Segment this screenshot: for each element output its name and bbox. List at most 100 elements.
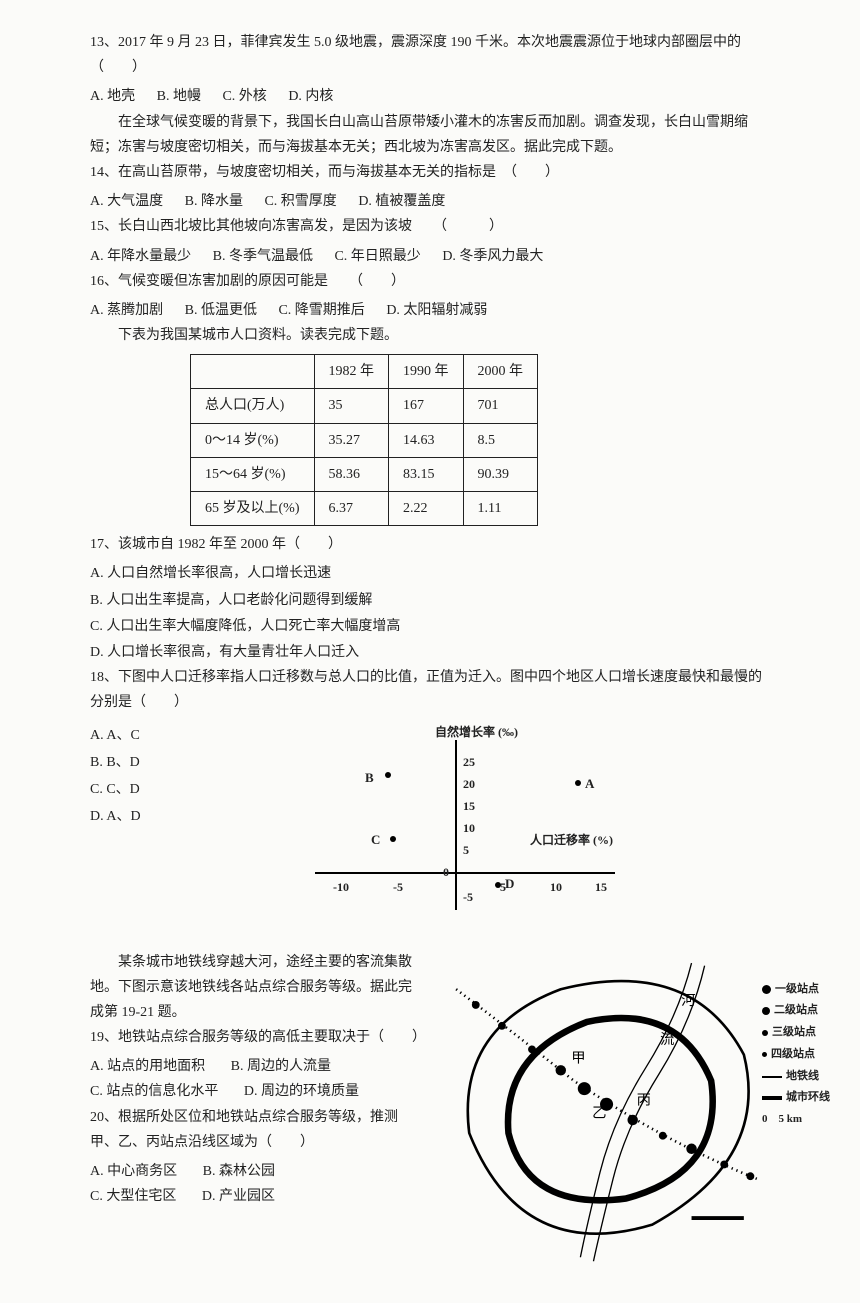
option-c: C. 降雪期推后 [278, 303, 364, 318]
ytick: 15 [463, 796, 475, 818]
cell: 0～14 岁(%) [191, 423, 315, 457]
cell: 14.63 [389, 423, 464, 457]
question-18: 18、下图中人口迁移率指人口迁移数与总人口的比值，正值为迁入。图中四个地区人口增… [90, 665, 770, 715]
q17-text: 17、该城市自 1982 年至 2000 年（ ） [90, 537, 342, 552]
th [191, 355, 315, 389]
option-d: D. 人口增长率很高，有大量青壮年人口迁入 [90, 640, 770, 665]
question-19: 19、地铁站点综合服务等级的高低主要取决于（ ） [90, 1025, 420, 1050]
cell: 58.36 [314, 457, 389, 491]
options-17: A. 人口自然增长率很高，人口增长迅速 B. 人口出生率提高，人口老龄化问题得到… [90, 561, 770, 665]
table-row: 0～14 岁(%) 35.27 14.63 8.5 [191, 423, 538, 457]
legend-3: 三级站点 [772, 1023, 816, 1043]
point-b-label: B [365, 766, 374, 789]
cell: 15～64 岁(%) [191, 457, 315, 491]
ytick: 5 [463, 840, 469, 862]
question-15: 15、长白山西北坡比其他坡向冻害高发，是因为该坡 （ ） [90, 214, 770, 239]
question-17: 17、该城市自 1982 年至 2000 年（ ） [90, 532, 770, 557]
cell: 1.11 [463, 492, 538, 526]
option-d: D. 周边的环境质量 [244, 1079, 359, 1104]
q15-text: 15、长白山西北坡比其他坡向冻害高发，是因为该坡 （ ） [90, 219, 503, 234]
option-c: C. 外核 [222, 89, 266, 104]
svg-text:丙: 丙 [637, 1092, 651, 1108]
th: 2000 年 [463, 355, 538, 389]
table-row: 总人口(万人) 35 167 701 [191, 389, 538, 423]
option-a: A. 站点的用地面积 [90, 1054, 205, 1079]
legend-6: 城市环线 [786, 1088, 830, 1108]
option-a: A. 大气温度 [90, 194, 163, 209]
option-b: B. B、D [90, 750, 145, 775]
cell: 83.15 [389, 457, 464, 491]
option-a: A. 中心商务区 [90, 1159, 177, 1184]
xtick: 10 [550, 877, 562, 899]
xtick: 15 [595, 877, 607, 899]
point-c-label: C [371, 828, 380, 851]
legend-4: 四级站点 [771, 1045, 815, 1065]
legend-7: 0 5 km [762, 1110, 802, 1130]
option-c: C. 积雪厚度 [264, 194, 336, 209]
ytick: 20 [463, 774, 475, 796]
cell: 35.27 [314, 423, 389, 457]
cell: 总人口(万人) [191, 389, 315, 423]
option-c: C. 年日照最少 [334, 249, 420, 264]
option-b: B. 降水量 [185, 194, 243, 209]
option-d: D. 内核 [288, 89, 333, 104]
legend-1: 一级站点 [775, 980, 819, 1000]
option-d: D. 植被覆盖度 [358, 194, 445, 209]
cell: 2.22 [389, 492, 464, 526]
scatter-chart: 自然增长率 (‰) 人口迁移率 (%) 25 20 15 10 5 0 -5 -… [305, 722, 645, 932]
cell: 167 [389, 389, 464, 423]
cell: 65 岁及以上(%) [191, 492, 315, 526]
option-c: C. 大型住宅区 [90, 1184, 176, 1209]
options-16: A. 蒸腾加剧 B. 低温更低 C. 降雪期推后 D. 太阳辐射减弱 [90, 298, 770, 323]
option-a: A. 人口自然增长率很高，人口增长迅速 [90, 561, 770, 586]
point-d-label: D [505, 872, 514, 895]
table-row: 65 岁及以上(%) 6.37 2.22 1.11 [191, 492, 538, 526]
svg-text:甲: 甲 [571, 1050, 585, 1066]
q14-text: 14、在高山苔原带，与坡度密切相关，而与海拔基本无关的指标是 （ ） [90, 165, 559, 180]
chart-y-title: 自然增长率 (‰) [435, 722, 518, 744]
option-c: C. 站点的信息化水平 [90, 1079, 218, 1104]
options-15: A. 年降水量最少 B. 冬季气温最低 C. 年日照最少 D. 冬季风力最大 [90, 244, 770, 269]
option-d: D. 冬季风力最大 [442, 249, 543, 264]
map-legend: 一级站点 二级站点 三级站点 四级站点 地铁线 城市环线 0 5 km [762, 980, 830, 1133]
metro-map: 甲 乙 丙 河 流 一级站点 二级站点 三级站点 四级站点 地铁线 城市环线 0… [430, 950, 770, 1273]
option-b: B. 森林公园 [203, 1159, 275, 1184]
option-d: D. 产业园区 [202, 1184, 275, 1209]
point-a [575, 780, 581, 786]
option-a: A. A、C [90, 723, 145, 748]
passage-1: 在全球气候变暖的背景下，我国长白山高山苔原带矮小灌木的冻害反而加剧。调查发现，长… [90, 110, 770, 160]
xtick: -10 [333, 877, 349, 899]
options-14: A. 大气温度 B. 降水量 C. 积雪厚度 D. 植被覆盖度 [90, 189, 770, 214]
point-b [385, 772, 391, 778]
option-a: A. 年降水量最少 [90, 249, 191, 264]
th: 1990 年 [389, 355, 464, 389]
option-c: C. 人口出生率大幅度降低，人口死亡率大幅度增高 [90, 614, 770, 639]
legend-2: 二级站点 [774, 1001, 818, 1021]
x-axis [315, 872, 615, 874]
point-a-label: A [585, 772, 594, 795]
question-14: 14、在高山苔原带，与坡度密切相关，而与海拔基本无关的指标是 （ ） [90, 160, 770, 185]
legend-5: 地铁线 [786, 1067, 819, 1087]
option-b: B. 低温更低 [185, 303, 257, 318]
options-18: A. A、C B. B、D C. C、D D. A、D [90, 722, 145, 832]
option-b: B. 冬季气温最低 [213, 249, 313, 264]
table-header-row: 1982 年 1990 年 2000 年 [191, 355, 538, 389]
option-d: D. A、D [90, 804, 145, 829]
cell: 701 [463, 389, 538, 423]
ytick: 10 [463, 818, 475, 840]
option-b: B. 周边的人流量 [231, 1054, 331, 1079]
option-d: D. 太阳辐射减弱 [386, 303, 487, 318]
ytick: -5 [463, 887, 473, 909]
question-16: 16、气候变暖但冻害加剧的原因可能是 （ ） [90, 269, 770, 294]
q19-text: 19、地铁站点综合服务等级的高低主要取决于（ ） [90, 1030, 426, 1045]
q20-text: 20、根据所处区位和地铁站点综合服务等级，推测甲、乙、丙站点沿线区域为（ ） [90, 1110, 398, 1150]
option-a: A. 地壳 [90, 89, 135, 104]
option-b: B. 地幔 [157, 89, 201, 104]
options-13: A. 地壳 B. 地幔 C. 外核 D. 内核 [90, 84, 770, 109]
point-d [495, 882, 501, 888]
table-intro: 下表为我国某城市人口资料。读表完成下题。 [90, 323, 770, 348]
q16-text: 16、气候变暖但冻害加剧的原因可能是 （ ） [90, 274, 405, 289]
option-c: C. C、D [90, 777, 145, 802]
options-20: A. 中心商务区 B. 森林公园 C. 大型住宅区 D. 产业园区 [90, 1159, 420, 1209]
question-20: 20、根据所处区位和地铁站点综合服务等级，推测甲、乙、丙站点沿线区域为（ ） [90, 1105, 420, 1155]
